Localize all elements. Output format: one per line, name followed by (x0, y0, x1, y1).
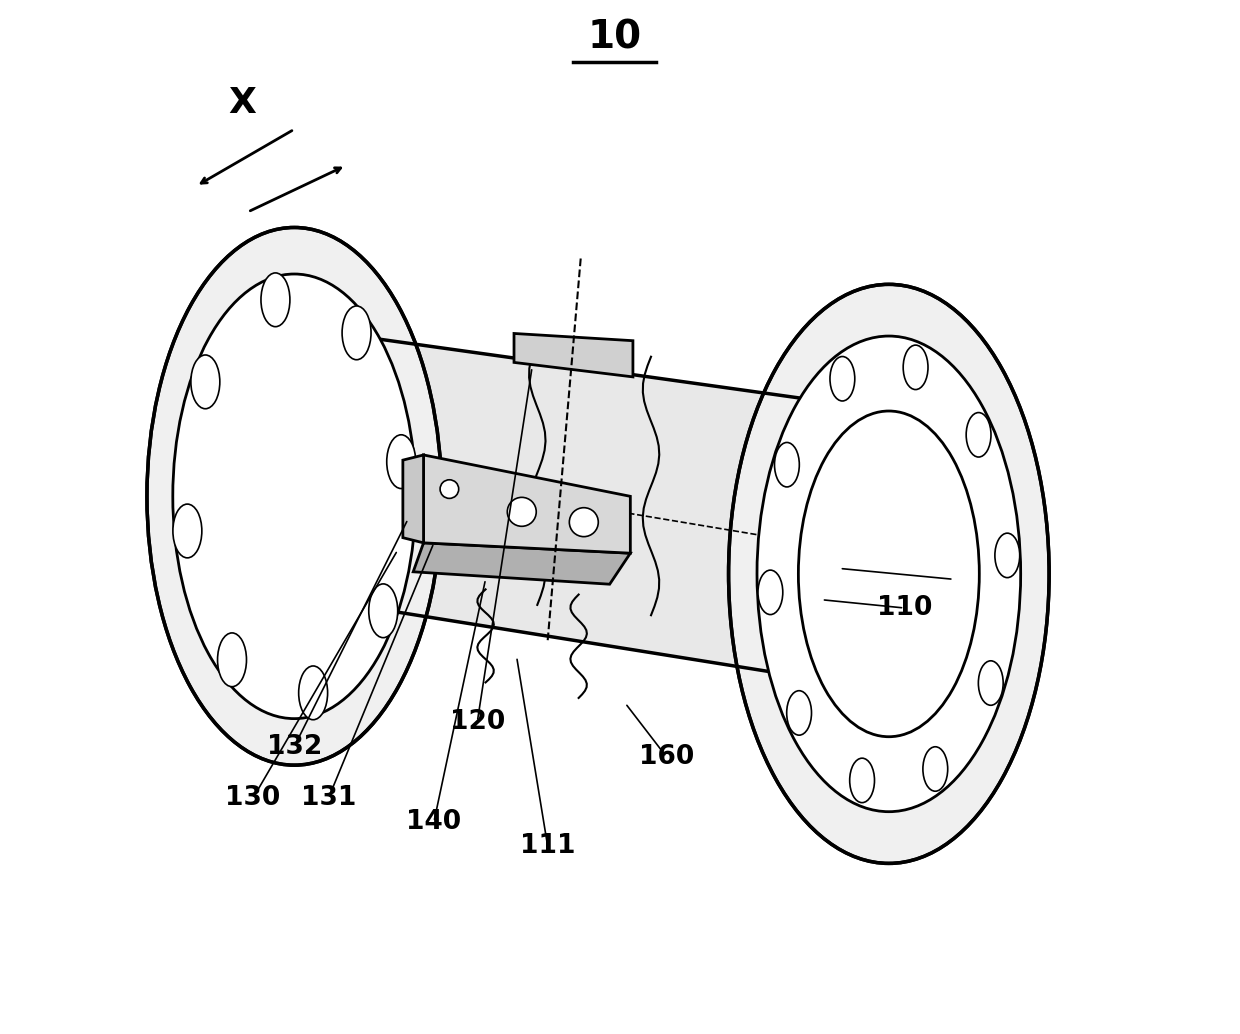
Ellipse shape (729, 284, 1049, 863)
Ellipse shape (756, 336, 1021, 812)
Ellipse shape (148, 227, 441, 765)
Ellipse shape (903, 345, 928, 390)
Ellipse shape (368, 584, 398, 638)
Text: 140: 140 (407, 809, 461, 835)
Text: 132: 132 (267, 733, 322, 760)
Ellipse shape (387, 434, 415, 488)
Ellipse shape (507, 497, 536, 526)
Ellipse shape (830, 357, 854, 401)
Polygon shape (424, 455, 630, 553)
Ellipse shape (569, 508, 598, 537)
Ellipse shape (923, 747, 947, 791)
Ellipse shape (260, 273, 290, 327)
Text: 10: 10 (588, 19, 642, 57)
Text: 111: 111 (520, 832, 575, 859)
Polygon shape (413, 543, 630, 584)
Text: 160: 160 (639, 743, 694, 770)
Ellipse shape (799, 410, 980, 736)
Text: 131: 131 (301, 785, 356, 812)
Text: 110: 110 (877, 595, 932, 621)
Ellipse shape (172, 274, 415, 719)
Text: 130: 130 (226, 785, 280, 812)
Ellipse shape (342, 306, 371, 360)
Ellipse shape (966, 413, 991, 457)
Polygon shape (320, 331, 837, 682)
Ellipse shape (849, 758, 874, 802)
Ellipse shape (217, 633, 247, 687)
Polygon shape (403, 455, 424, 543)
Text: X: X (228, 87, 257, 120)
Ellipse shape (172, 505, 202, 558)
Ellipse shape (786, 691, 811, 735)
Ellipse shape (299, 666, 327, 720)
Ellipse shape (994, 534, 1019, 578)
Polygon shape (515, 333, 632, 376)
Ellipse shape (191, 355, 219, 408)
Ellipse shape (838, 399, 867, 687)
Text: 120: 120 (450, 708, 505, 735)
Ellipse shape (440, 480, 459, 498)
Ellipse shape (758, 570, 782, 614)
Ellipse shape (775, 443, 800, 487)
Ellipse shape (978, 661, 1003, 705)
